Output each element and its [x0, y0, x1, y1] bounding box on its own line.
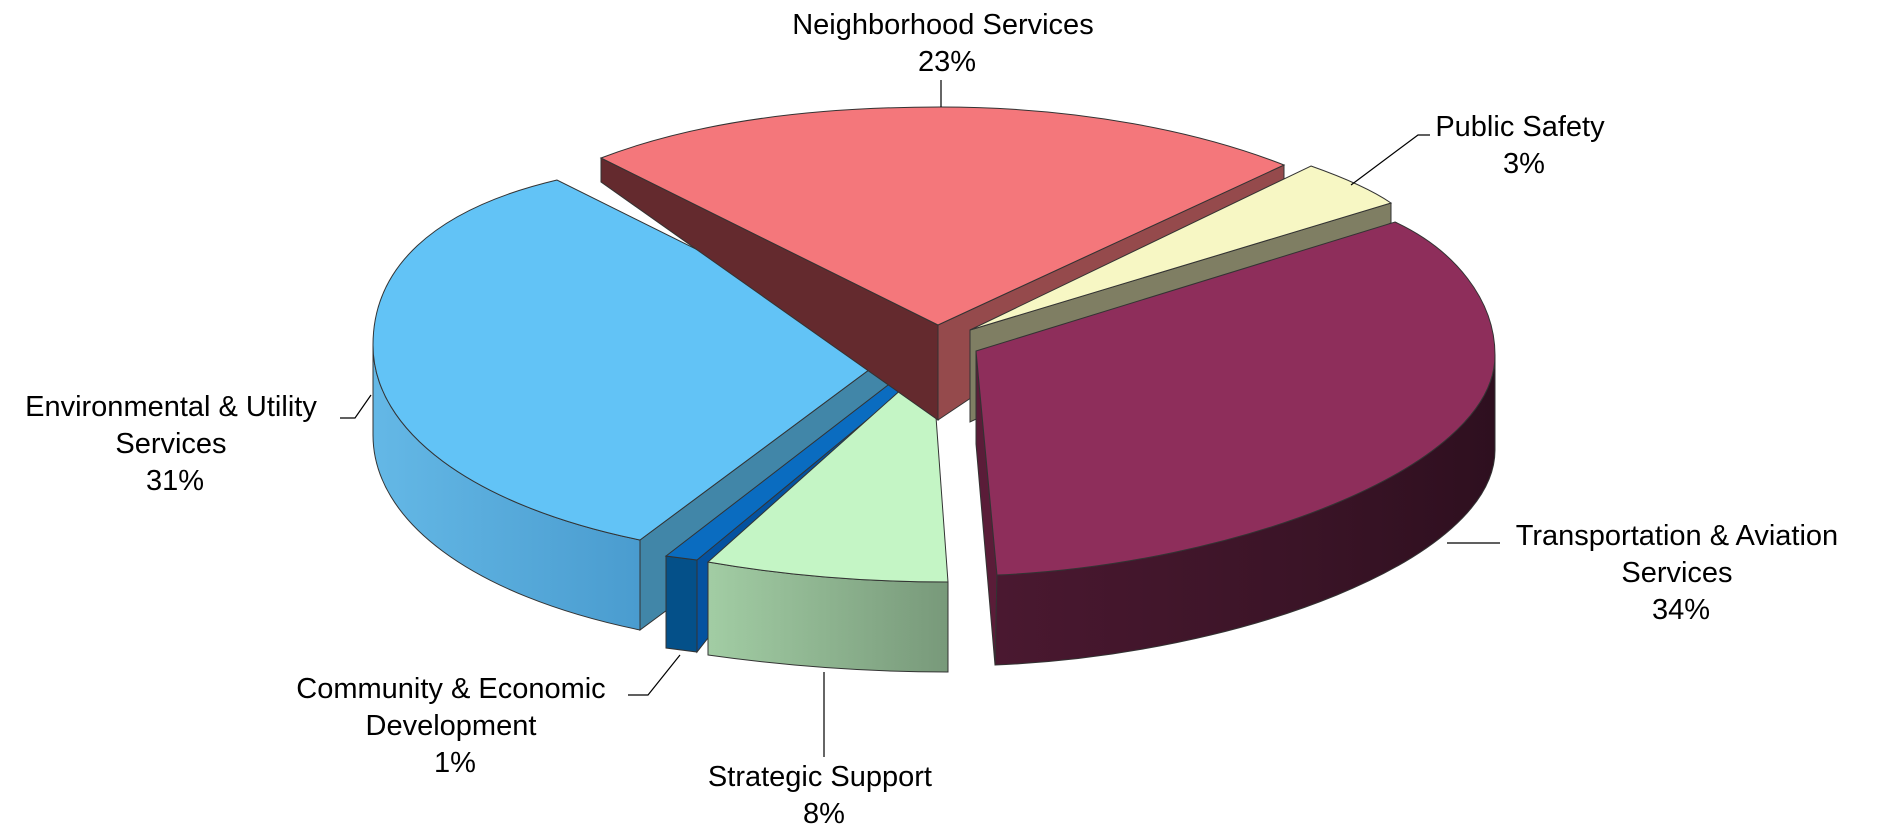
- leader-line-public-safety: [1350, 134, 1430, 186]
- label-environmental-name-2: Services: [115, 428, 226, 460]
- label-transportation-name-2: Services: [1621, 557, 1732, 589]
- data-labels: Neighborhood Services 23% Public Safety …: [25, 9, 1846, 827]
- label-public-safety: Public Safety 3%: [1435, 111, 1612, 180]
- label-community-pct: 1%: [434, 747, 476, 779]
- label-transportation: Transportation & Aviation Services 34%: [1516, 520, 1846, 626]
- label-neighborhood-name: Neighborhood Services: [792, 9, 1093, 41]
- leader-line-community: [628, 654, 681, 696]
- slice-strategic[interactable]: [706, 360, 949, 673]
- label-environmental: Environmental & Utility Services 31%: [25, 391, 325, 497]
- label-strategic-pct: 8%: [803, 798, 845, 827]
- slice-public-safety-top: [969, 165, 1393, 331]
- leader-line-environmental: [340, 394, 372, 419]
- label-neighborhood: Neighborhood Services 23%: [792, 9, 1102, 78]
- label-transportation-name-1: Transportation & Aviation: [1516, 520, 1838, 552]
- leader-lines: [340, 80, 1500, 757]
- slice-community-side: [665, 555, 698, 653]
- slice-transportation[interactable]: [975, 221, 1496, 666]
- label-transportation-pct: 34%: [1652, 594, 1710, 626]
- label-environmental-name-1: Environmental & Utility: [25, 391, 317, 423]
- label-neighborhood-pct: 23%: [918, 46, 976, 78]
- label-community: Community & Economic Development 1%: [296, 673, 614, 779]
- label-public-safety-pct: 3%: [1503, 148, 1545, 180]
- label-community-name-2: Development: [366, 710, 537, 742]
- label-public-safety-name: Public Safety: [1435, 111, 1605, 143]
- slice-neighborhood-top: [599, 106, 1286, 326]
- slice-transportation-top: [975, 221, 1496, 576]
- slice-strategic-top: [706, 360, 949, 583]
- label-strategic-name: Strategic Support: [708, 761, 932, 793]
- label-strategic: Strategic Support 8%: [708, 761, 940, 827]
- label-environmental-pct: 31%: [146, 465, 204, 497]
- slice-environmental-top: [372, 179, 898, 541]
- label-community-name-1: Community & Economic: [296, 673, 605, 705]
